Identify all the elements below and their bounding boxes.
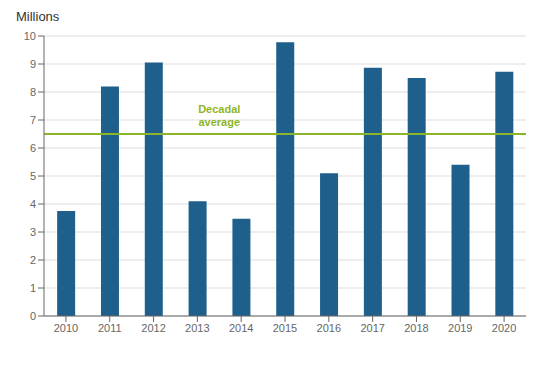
svg-text:10: 10: [24, 30, 36, 42]
svg-text:2011: 2011: [98, 322, 122, 334]
svg-text:2019: 2019: [448, 322, 472, 334]
svg-text:8: 8: [30, 86, 36, 98]
svg-text:7: 7: [30, 114, 36, 126]
svg-text:2015: 2015: [273, 322, 297, 334]
svg-text:1: 1: [30, 282, 36, 294]
svg-text:0: 0: [30, 310, 36, 322]
html-text:Millions: Millions: [16, 9, 60, 24]
svg-text:2020: 2020: [492, 322, 516, 334]
svg-text:2016: 2016: [317, 322, 341, 334]
svg-text:2017: 2017: [360, 322, 384, 334]
svg-text:2014: 2014: [229, 322, 253, 334]
svg-text:2012: 2012: [141, 322, 165, 334]
svg-text:4: 4: [30, 198, 36, 210]
svg-text:2: 2: [30, 254, 36, 266]
svg-text:3: 3: [30, 226, 36, 238]
svg-text:2010: 2010: [54, 322, 78, 334]
svg-text:6: 6: [30, 142, 36, 154]
svg-text:9: 9: [30, 58, 36, 70]
svg-text:Decadalaverage: Decadalaverage: [198, 103, 240, 128]
svg-text:5: 5: [30, 170, 36, 182]
svg-text:2018: 2018: [404, 322, 428, 334]
svg-text:2013: 2013: [185, 322, 209, 334]
